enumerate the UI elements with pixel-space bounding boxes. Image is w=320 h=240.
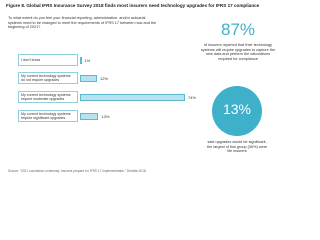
chart-title: Figure 8. Global IFRS Insurance Survey 2… [6, 3, 260, 8]
callout-value: 13% [222, 101, 252, 117]
callout-text: said upgrades would be significant; the … [206, 140, 268, 154]
source: Source: "2021 countdown underway: Insure… [8, 169, 147, 173]
value-label: 12% [100, 75, 109, 81]
callout-circle [212, 86, 262, 136]
category-label: My current technology systems require si… [18, 110, 78, 122]
category-label: I don't know [18, 54, 78, 66]
chart: Figure 8. Global IFRS Insurance Survey 2… [6, 3, 276, 173]
callout-text: of insurers reported that their technolo… [200, 43, 276, 61]
question: To what extent do you feel your financia… [8, 16, 157, 30]
bar [80, 93, 185, 101]
category-label: My current technology systems require mo… [18, 91, 78, 103]
value-label: 1% [84, 57, 91, 63]
category-label: My current technology systems do not req… [18, 72, 78, 84]
value-label: 13% [101, 113, 110, 119]
bar [80, 74, 98, 82]
value-label: 74% [188, 94, 197, 100]
bar [80, 112, 99, 120]
bar [80, 56, 82, 64]
callout-value: 87% [220, 20, 256, 39]
